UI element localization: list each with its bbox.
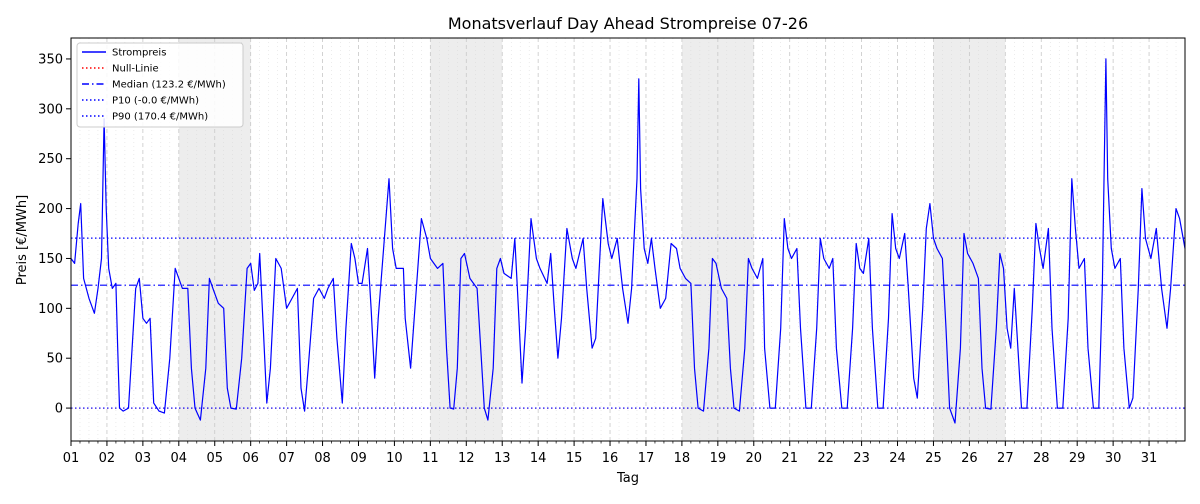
x-tick-label: 08: [314, 451, 331, 466]
x-tick-label: 02: [99, 451, 116, 466]
legend-label: Median (123.2 €/MWh): [112, 80, 226, 91]
legend: Strompreis Null-Linie Median (123.2 €/MWh)…: [76, 42, 244, 128]
x-tick-label: 25: [925, 451, 942, 466]
x-tick-label: 17: [638, 451, 655, 466]
x-tick-label: 03: [135, 451, 152, 466]
plot-area: 0 50 100 150 200 250 300 350 01 02 03 04 05 06 07 08 09 1…: [38, 37, 1186, 466]
x-tick-label: 28: [1033, 451, 1050, 466]
x-tick-label: 11: [422, 451, 439, 466]
weekend-shade: [681, 38, 754, 441]
x-tick-label: 31: [1141, 451, 1158, 466]
y-tick-label: 0: [55, 402, 63, 417]
x-tick-label: 15: [566, 451, 583, 466]
y-tick-label: 50: [46, 352, 63, 367]
x-tick-label: 29: [1069, 451, 1086, 466]
y-tick-label: 300: [38, 102, 63, 117]
legend-label: Null-Linie: [112, 64, 159, 75]
x-tick-label: 18: [674, 451, 691, 466]
y-tick-label: 350: [38, 52, 63, 67]
x-tick-label: 23: [853, 451, 870, 466]
y-tick-label: 150: [38, 252, 63, 267]
chart-title: Monatsverlauf Day Ahead Strompreise 07-2…: [448, 14, 808, 33]
x-tick-label: 06: [242, 451, 259, 466]
y-tick-label: 100: [38, 302, 63, 317]
x-tick-label: 30: [1105, 451, 1122, 466]
x-tick-label: 05: [206, 451, 223, 466]
series-line-strompreis: [70, 58, 1186, 424]
x-tick-label: 20: [746, 451, 763, 466]
weekend-shade: [933, 38, 1006, 441]
legend-label: P10 (-0.0 €/MWh): [112, 96, 199, 107]
legend-box: [76, 42, 244, 128]
x-tick-label: 16: [602, 451, 619, 466]
y-tick-label: 200: [38, 202, 63, 217]
x-tick-label: 04: [171, 451, 188, 466]
x-tick-label: 21: [781, 451, 798, 466]
x-tick-label: 13: [494, 451, 511, 466]
x-tick-label: 14: [530, 451, 547, 466]
y-axis-label: Preis [€/MWh]: [15, 195, 30, 285]
x-tick-label: 01: [63, 451, 80, 466]
x-tick-label: 19: [710, 451, 727, 466]
y-tick-label: 250: [38, 152, 63, 167]
x-tick-label: 26: [961, 451, 978, 466]
x-axis-label: Tag: [616, 471, 639, 486]
x-tick-label: 22: [817, 451, 834, 466]
x-tick-label: 12: [458, 451, 475, 466]
x-tick-label: 07: [278, 451, 295, 466]
weekend-shade: [430, 38, 503, 441]
legend-label: Strompreis: [112, 48, 166, 59]
legend-label: P90 (170.4 €/MWh): [112, 112, 208, 123]
x-tick-label: 10: [386, 451, 403, 466]
x-tick-label: 24: [889, 451, 906, 466]
x-tick-label: 09: [350, 451, 367, 466]
x-tick-label: 27: [997, 451, 1014, 466]
